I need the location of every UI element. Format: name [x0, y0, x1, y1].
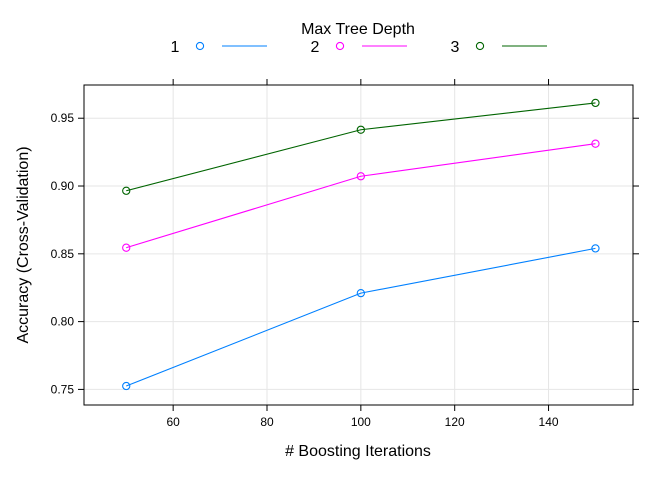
legend-point-marker	[195, 41, 205, 51]
x-tick-label: 60	[166, 415, 180, 429]
grid	[84, 85, 633, 405]
data-point	[591, 139, 600, 148]
x-tick-label: 80	[260, 415, 274, 429]
data-point	[122, 186, 131, 195]
data-point	[356, 288, 365, 298]
data-point	[356, 172, 365, 181]
legend-label: 2	[311, 39, 320, 56]
y-tick-label: 0.90	[51, 179, 75, 193]
legend-label: 3	[451, 39, 460, 56]
data-point	[356, 125, 365, 134]
legend-title: Max Tree Depth	[301, 21, 415, 38]
legend-item-1: 1	[171, 39, 267, 56]
legend-label: 1	[171, 39, 180, 56]
data-point	[591, 244, 600, 253]
legend: 1 2 3	[171, 39, 547, 56]
data-point	[591, 98, 600, 108]
y-axis-title: Accuracy (Cross-Validation)	[15, 146, 32, 343]
legend-item-3: 3	[451, 39, 547, 56]
series-1	[122, 244, 600, 391]
x-tick-label: 120	[445, 415, 465, 429]
series-layer	[122, 98, 600, 391]
y-tick-label: 0.80	[51, 315, 75, 329]
legend-point-marker	[335, 41, 345, 51]
y-tick-label: 0.85	[51, 247, 75, 261]
series-line	[126, 102, 596, 192]
plot-frame	[83, 84, 634, 406]
legend-point-marker	[475, 41, 485, 51]
x-tick-label: 100	[351, 415, 371, 429]
series-3	[122, 98, 600, 195]
y-tick-label: 0.95	[51, 111, 75, 125]
y-tick-label: 0.75	[51, 382, 75, 396]
axes: 60 80 100 120 140 0.75 0.80 0.85 0.90 0.95	[51, 79, 639, 429]
data-point	[122, 381, 131, 391]
series-line	[126, 143, 596, 249]
series-2	[122, 139, 600, 252]
legend-item-2: 2	[311, 39, 407, 56]
data-point	[122, 243, 131, 252]
series-line	[126, 247, 596, 387]
x-tick-label: 140	[539, 415, 559, 429]
x-axis-title: # Boosting Iterations	[285, 443, 431, 460]
